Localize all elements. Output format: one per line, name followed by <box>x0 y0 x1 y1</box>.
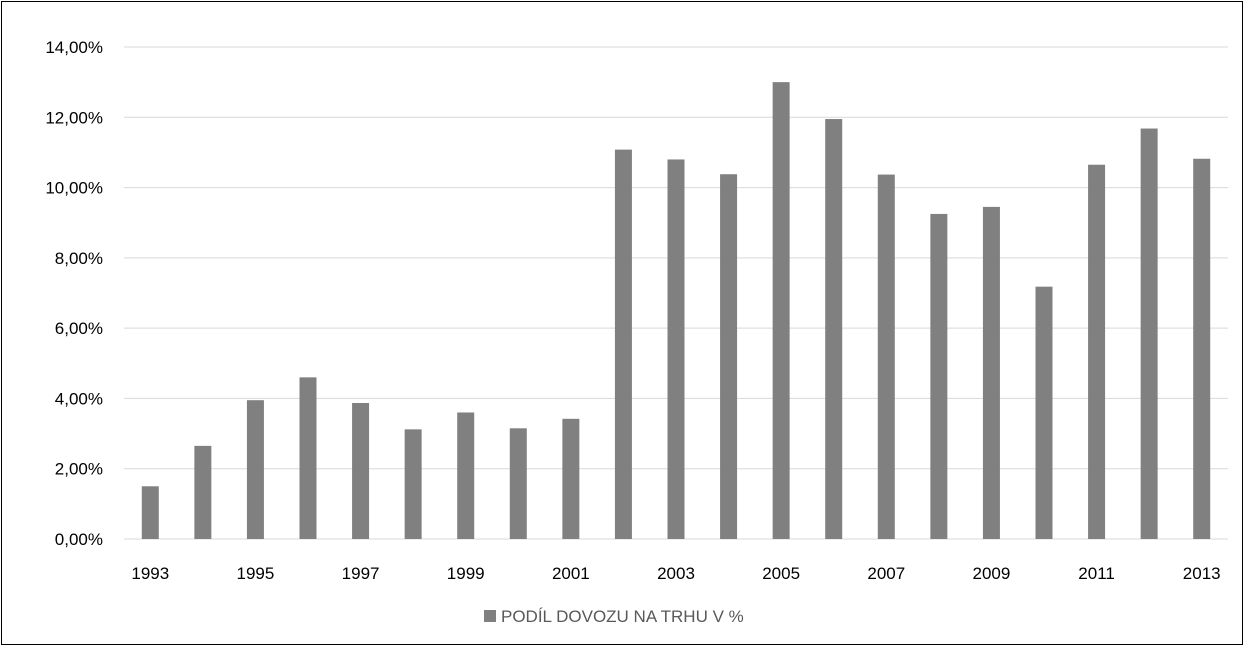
bar-2005 <box>772 82 790 540</box>
bar-2012 <box>1140 128 1158 539</box>
legend: PODÍL DOVOZU NA TRHU V % <box>484 607 744 626</box>
bar-2011 <box>1088 164 1106 539</box>
x-tick-label: 1999 <box>447 564 485 583</box>
x-tick-label: 2001 <box>552 564 590 583</box>
y-tick-label: 10,00% <box>45 179 103 198</box>
bar-1995 <box>246 400 264 539</box>
bar-2008 <box>930 213 948 539</box>
bar-2000 <box>509 428 527 539</box>
y-axis-tick-labels: 0,00% 2,00% 4,00% 6,00% 8,00% 10,00% 12,00% 14,… <box>45 38 103 549</box>
x-tick-label: 2005 <box>762 564 800 583</box>
bar-2004 <box>720 174 738 539</box>
x-tick-label: 2003 <box>657 564 695 583</box>
legend-swatch <box>484 610 496 622</box>
x-tick-label: 2013 <box>1183 564 1221 583</box>
bar-1994 <box>194 445 212 539</box>
bar-2007 <box>877 174 895 539</box>
bar-1997 <box>352 402 370 539</box>
x-tick-label: 2007 <box>867 564 905 583</box>
bar-2001 <box>562 418 580 539</box>
bar-2013 <box>1193 158 1211 540</box>
bar-2010 <box>1035 286 1053 539</box>
bar-2006 <box>825 119 843 540</box>
bar-1993 <box>141 486 159 539</box>
bar-2003 <box>667 159 685 539</box>
bar-2009 <box>982 206 1000 539</box>
y-tick-label: 12,00% <box>45 108 103 127</box>
bar-2002 <box>614 149 632 540</box>
legend-label: PODÍL DOVOZU NA TRHU V % <box>501 607 744 626</box>
x-tick-label: 1993 <box>131 564 169 583</box>
y-tick-label: 4,00% <box>55 389 103 408</box>
bar-1999 <box>457 412 475 539</box>
x-tick-label: 2011 <box>1078 564 1115 583</box>
y-tick-label: 0,00% <box>55 530 103 549</box>
y-tick-label: 14,00% <box>45 38 103 57</box>
y-tick-label: 8,00% <box>55 249 103 268</box>
x-axis-tick-labels: 1993 1995 1997 1999 2001 2003 2005 2007 2009 2011… <box>131 564 1220 583</box>
y-tick-label: 2,00% <box>55 460 103 479</box>
x-tick-label: 2009 <box>973 564 1011 583</box>
x-tick-label: 1997 <box>342 564 380 583</box>
bar-1998 <box>404 429 422 539</box>
bar-1996 <box>299 377 317 539</box>
x-tick-label: 1995 <box>237 564 275 583</box>
y-tick-label: 6,00% <box>55 319 103 338</box>
bars <box>141 82 1211 540</box>
